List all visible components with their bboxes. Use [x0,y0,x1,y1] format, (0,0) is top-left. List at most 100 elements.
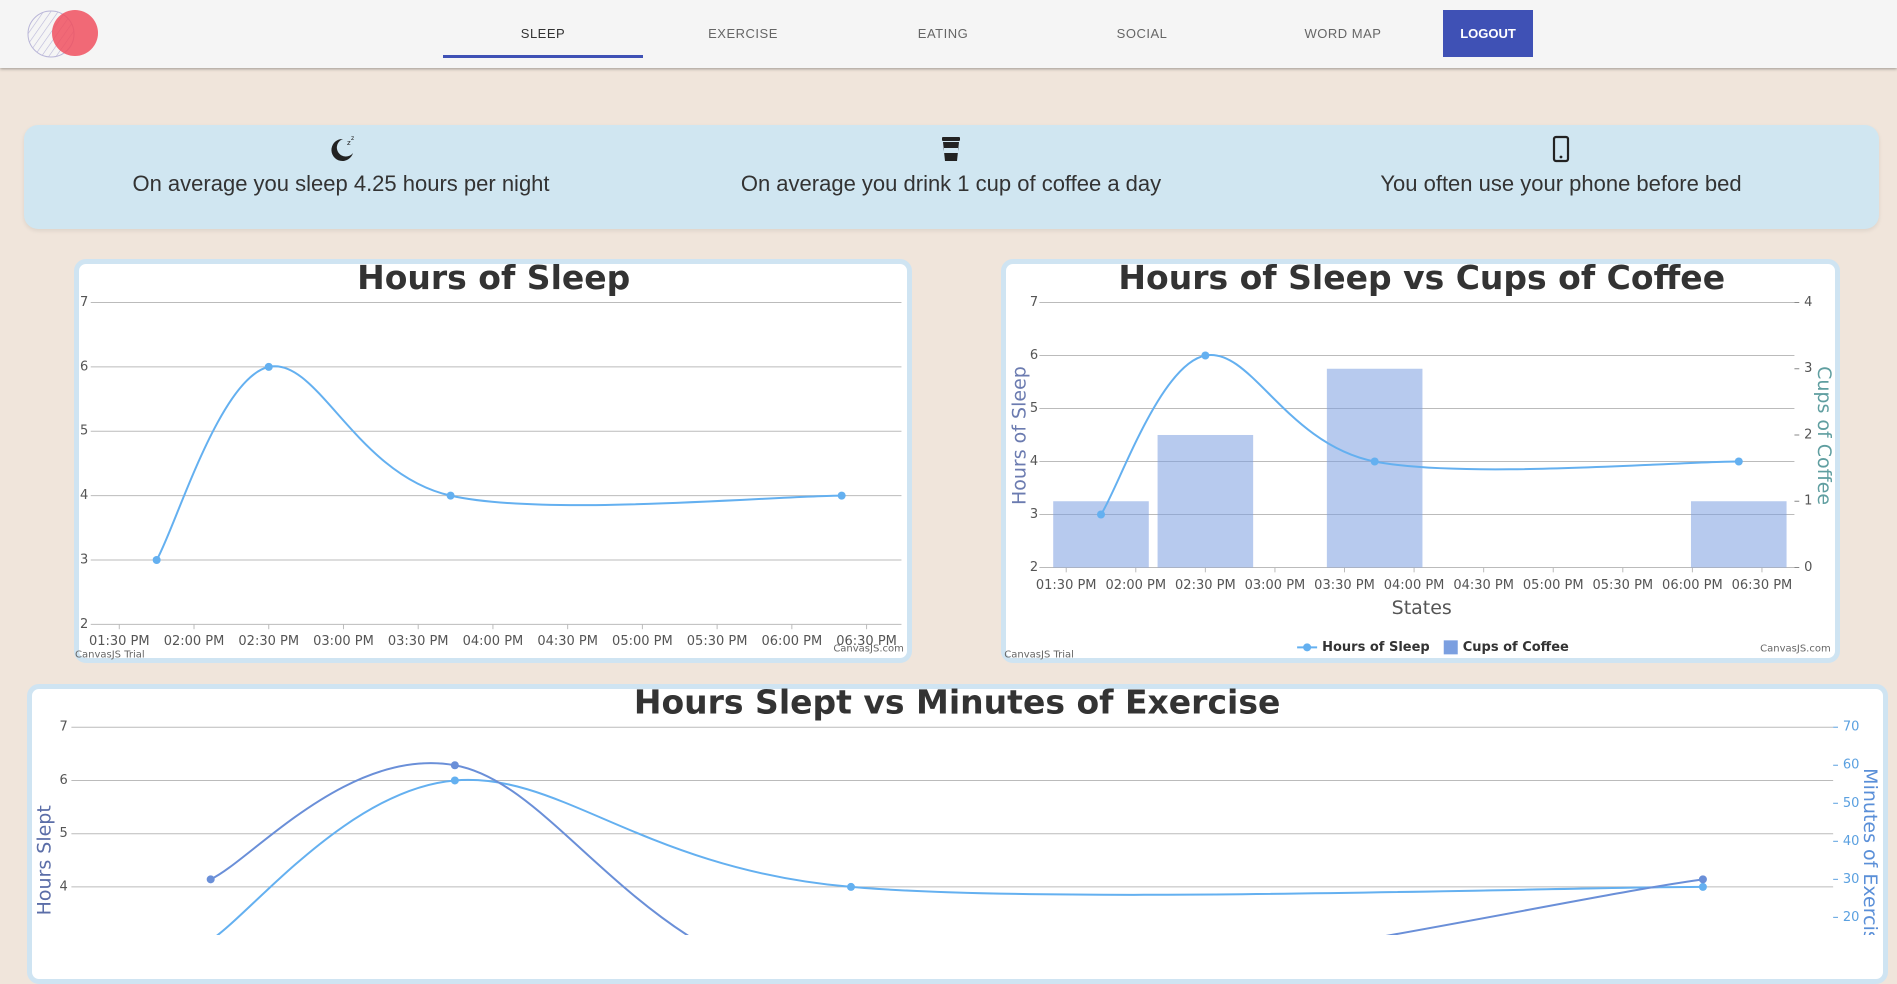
svg-text:z: z [351,135,354,142]
y2-axis-title: Minutes of Exercise [1859,768,1881,935]
x-tick-label: 03:00 PM [313,634,374,649]
point [206,875,215,884]
stat-icons: zz [331,135,1570,163]
y-tick-label: 7 [80,295,88,310]
line [1100,354,1739,516]
y2-tick-label: 30 [1843,872,1860,887]
chart-card [74,259,912,663]
y2-tick-label: 0 [1804,560,1812,575]
y-tick-label: 2 [80,617,88,632]
chart-title: Hours Slept vs Minutes of Exercise [634,683,1281,722]
y2-tick-label: 1 [1804,494,1812,509]
x-tick-label: 04:00 PM [463,634,524,649]
nav-link[interactable]: SLEEP [443,0,643,58]
point [1201,351,1210,360]
y-tick-label: 5 [59,826,67,841]
y-tick-label: 2 [1030,560,1038,575]
y2-tick-label: 70 [1843,720,1860,735]
x-tick-label: 05:00 PM [1523,578,1584,593]
y-tick-label: 7 [59,720,67,735]
y2-tick-label: 20 [1843,910,1860,925]
stat-text: On average you sleep 4.25 hours per nigh… [132,171,550,196]
x-tick-label: 06:30 PM [836,634,897,649]
x-tick-label: 03:30 PM [1314,578,1375,593]
point [846,882,855,891]
y-tick-label: 4 [80,488,88,503]
stat-text: On average you drink 1 cup of coffee a d… [740,171,1162,196]
y-tick-label: 4 [59,879,67,894]
chart-title: Hours of Sleep [357,258,630,297]
bar [1157,434,1254,568]
y-tick-label: 3 [1030,507,1038,522]
y2-tick-label: 60 [1843,758,1860,773]
x-tick-label: 02:30 PM [1175,578,1236,593]
y-tick-label: 6 [80,359,88,374]
y-tick-label: 5 [80,424,88,439]
legend-marker [1303,643,1312,652]
x-tick-label: 04:30 PM [1453,578,1514,593]
point [450,776,459,785]
point [1096,510,1105,519]
moon-icon: zz [331,135,354,161]
bar [1690,501,1787,568]
x-tick-label: 03:00 PM [1245,578,1306,593]
x-tick-label: 06:00 PM [762,634,823,649]
point [446,491,455,500]
legend-item: Hours of Sleep [1297,640,1430,655]
nav-link[interactable]: EXERCISE [708,26,778,41]
credit: CanvasJS Trial [1004,650,1074,661]
x-tick-label: 03:30 PM [388,634,449,649]
credit: CanvasJS Trial [75,650,145,661]
line [210,762,1704,935]
y-tick-label: 6 [59,773,67,788]
legend-label: Cups of Coffee [1463,640,1569,655]
x-tick-label: 02:00 PM [164,634,225,649]
legend-marker [1443,640,1458,655]
y-tick-label: 6 [1030,348,1038,363]
logout-button[interactable]: LOGOUT [1443,10,1533,57]
x-tick-label: 05:30 PM [1592,578,1653,593]
nav-link[interactable]: WORD MAP [1304,26,1382,41]
charts: Hours of Sleep 2 3 4 5 6 7 01:30 PM 02:00 PM 02:3… [33,258,1881,935]
stat-text: You often use your phone before bed [1380,171,1742,196]
y-axis-title: Hours of Sleep [1009,366,1031,505]
x-tick-label: 05:30 PM [687,634,748,649]
x-tick-label: 01:30 PM [89,634,150,649]
x-tick-label: 02:00 PM [1105,578,1166,593]
point [264,362,273,371]
y-tick-label: 5 [1030,401,1038,416]
y2-tick-label: 50 [1843,796,1860,811]
line [216,778,1703,935]
phone-icon [1552,135,1570,163]
bar [1326,368,1423,568]
y-axis-title: Hours Slept [33,805,55,915]
point [450,761,459,770]
credit: CanvasJS.com [833,644,904,655]
x-tick-label: 05:00 PM [612,634,673,649]
y2-tick-label: 3 [1804,361,1812,376]
y2-tick-label: 4 [1804,295,1812,310]
x-tick-label: 04:00 PM [1384,578,1445,593]
point [837,491,846,500]
point [1734,457,1743,466]
y-tick-label: 7 [1030,295,1038,310]
x-tick-label: 06:30 PM [1732,578,1793,593]
nav-bar: SLEEP EXERCISE EATING SOCIAL WORD MAP LO… [0,0,1897,68]
x-tick-label: 01:30 PM [1036,578,1097,593]
y2-tick-label: 40 [1843,834,1860,849]
coffee-icon [942,137,960,161]
y2-axis-title: Cups of Coffee [1813,366,1835,505]
legend-label: Hours of Sleep [1322,640,1430,655]
line [155,365,842,561]
x-tick-label: 06:00 PM [1662,578,1723,593]
logo[interactable] [0,0,110,68]
nav-link[interactable]: EATING [917,26,969,41]
credit: CanvasJS.com [1760,644,1831,655]
y-tick-label: 4 [1030,454,1038,469]
nav-link[interactable]: SOCIAL [1116,26,1168,41]
x-tick-label: 02:30 PM [238,634,299,649]
legend-item: Cups of Coffee [1443,640,1569,655]
point [1698,882,1707,891]
